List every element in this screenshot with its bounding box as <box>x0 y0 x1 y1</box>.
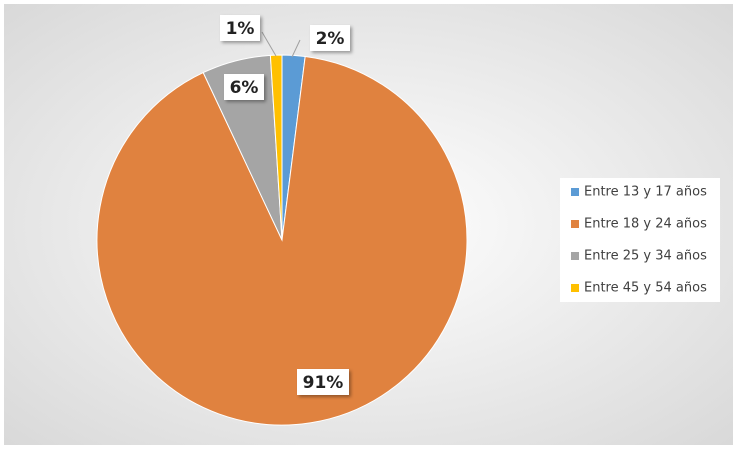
data-label-box <box>220 15 260 41</box>
data-label: 91% <box>303 373 344 393</box>
legend-label: Entre 13 y 17 años <box>584 185 707 200</box>
legend: Entre 13 y 17 años Entre 18 y 24 años Entr… <box>571 185 707 296</box>
data-label-box <box>224 74 264 100</box>
legend-swatch <box>571 220 579 228</box>
pie: 2% 91% 6% 1% <box>96 15 468 426</box>
leader-line <box>261 31 277 57</box>
legend-label: Entre 45 y 54 años <box>584 281 707 296</box>
legend-label: Entre 25 y 34 años <box>584 249 707 264</box>
legend-swatch <box>571 284 579 292</box>
pie-slice <box>269 54 283 241</box>
data-label: 1% <box>226 19 255 39</box>
leader-line <box>291 39 301 58</box>
legend-swatch <box>571 188 579 196</box>
legend-label: Entre 18 y 24 años <box>584 217 707 232</box>
pie-slice <box>96 55 468 426</box>
data-label-box <box>297 369 349 395</box>
legend-box <box>560 178 720 302</box>
data-label: 6% <box>230 78 259 98</box>
data-label-box <box>310 25 350 51</box>
data-label: 2% <box>316 29 345 49</box>
legend-swatch <box>571 252 579 260</box>
